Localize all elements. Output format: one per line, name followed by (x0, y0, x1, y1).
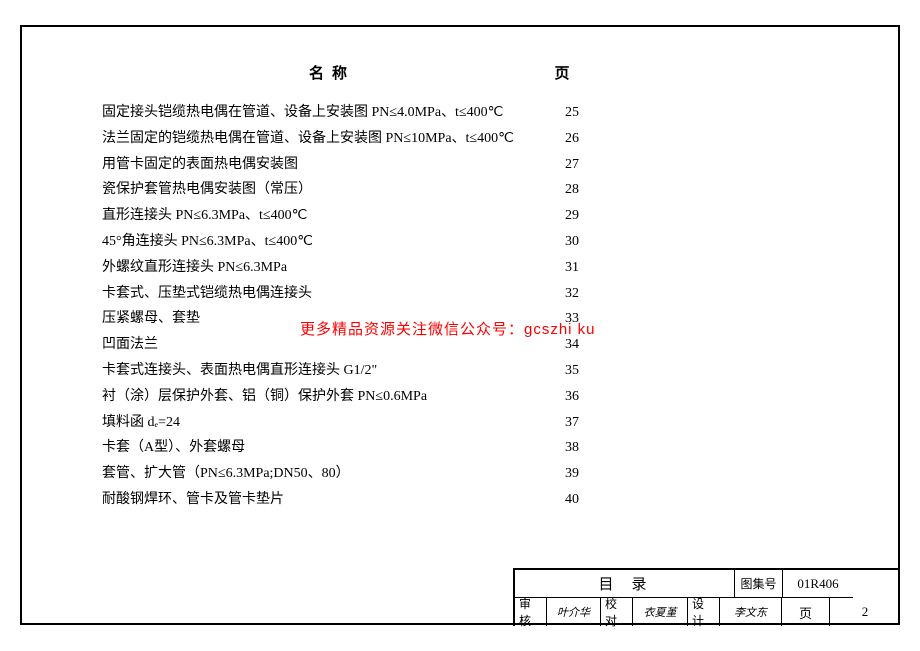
toc-item-page: 37 (522, 411, 622, 435)
toc-item-name: 卡套式连接头、表面热电偶直形连接头 G1/2" (102, 359, 522, 383)
toc-item-page: 36 (522, 385, 622, 409)
toc-item-name: 填料函 dₑ=24 (102, 411, 522, 435)
toc-row: 卡套式、压垫式铠缆热电偶连接头32 (102, 282, 838, 306)
toc-item-name: 衬（涂）层保护外套、铝（铜）保护外套 PN≤0.6MPa (102, 385, 522, 409)
drawing-set-value: 01R406 (783, 570, 853, 598)
toc-row: 耐酸钢焊环、管卡及管卡垫片40 (102, 488, 838, 512)
toc-row: 卡套（A型）、外套螺母38 (102, 436, 838, 460)
check-label: 校对 (601, 598, 633, 626)
page-number: 2 (830, 598, 900, 626)
drawing-title: 目录 (515, 570, 735, 598)
toc-row: 套管、扩大管（PN≤6.3MPa;DN50、80）39 (102, 462, 838, 486)
toc-item-name: 瓷保护套管热电偶安装图（常压） (102, 178, 522, 202)
check-signature: 衣夏堇 (633, 598, 688, 626)
review-label: 审核 (515, 598, 547, 626)
page-label: 页 (782, 598, 830, 626)
toc-item-page: 28 (522, 178, 622, 202)
toc-item-page: 38 (522, 436, 622, 460)
toc-item-page: 30 (522, 230, 622, 254)
toc-row: 外螺纹直形连接头 PN≤6.3MPa31 (102, 256, 838, 280)
title-block-row-1: 目录 图集号 01R406 (515, 570, 900, 598)
toc-item-page: 29 (522, 204, 622, 228)
toc-item-name: 耐酸钢焊环、管卡及管卡垫片 (102, 488, 522, 512)
toc-item-name: 外螺纹直形连接头 PN≤6.3MPa (102, 256, 522, 280)
title-block: 目录 图集号 01R406 审核 叶介华 校对 衣夏堇 设计 李文东 页 2 (513, 568, 900, 626)
toc-item-name: 套管、扩大管（PN≤6.3MPa;DN50、80） (102, 462, 522, 486)
toc-item-page: 31 (522, 256, 622, 280)
toc-row: 卡套式连接头、表面热电偶直形连接头 G1/2"35 (102, 359, 838, 383)
toc-item-page: 40 (522, 488, 622, 512)
design-label: 设计 (688, 598, 720, 626)
toc-item-name: 卡套（A型）、外套螺母 (102, 436, 522, 460)
header-name: 名称 (102, 62, 502, 83)
toc-header: 名称 页 (102, 62, 838, 83)
toc-item-page: 27 (522, 153, 622, 177)
toc-content: 名称 页 固定接头铠缆热电偶在管道、设备上安装图 PN≤4.0MPa、t≤400… (22, 27, 898, 512)
toc-row: 瓷保护套管热电偶安装图（常压）28 (102, 178, 838, 202)
toc-row: 直形连接头 PN≤6.3MPa、t≤400℃29 (102, 204, 838, 228)
toc-row: 填料函 dₑ=2437 (102, 411, 838, 435)
title-block-row-2: 审核 叶介华 校对 衣夏堇 设计 李文东 页 2 (515, 598, 900, 626)
toc-item-page: 32 (522, 282, 622, 306)
toc-item-page: 25 (522, 101, 622, 125)
toc-item-name: 直形连接头 PN≤6.3MPa、t≤400℃ (102, 204, 522, 228)
toc-item-page: 35 (522, 359, 622, 383)
review-signature: 叶介华 (547, 598, 601, 626)
watermark-text: 更多精品资源关注微信公众号：gcszhi ku (300, 318, 596, 339)
header-page: 页 (502, 62, 622, 83)
toc-item-name: 45°角连接头 PN≤6.3MPa、t≤400℃ (102, 230, 522, 254)
toc-row: 用管卡固定的表面热电偶安装图27 (102, 153, 838, 177)
toc-row: 法兰固定的铠缆热电偶在管道、设备上安装图 PN≤10MPa、t≤400℃26 (102, 127, 838, 151)
toc-item-page: 39 (522, 462, 622, 486)
toc-list: 固定接头铠缆热电偶在管道、设备上安装图 PN≤4.0MPa、t≤400℃25法兰… (102, 101, 838, 512)
toc-item-name: 法兰固定的铠缆热电偶在管道、设备上安装图 PN≤10MPa、t≤400℃ (102, 127, 522, 151)
toc-row: 衬（涂）层保护外套、铝（铜）保护外套 PN≤0.6MPa36 (102, 385, 838, 409)
toc-row: 45°角连接头 PN≤6.3MPa、t≤400℃30 (102, 230, 838, 254)
toc-item-name: 卡套式、压垫式铠缆热电偶连接头 (102, 282, 522, 306)
toc-item-page: 26 (522, 127, 622, 151)
drawing-set-label: 图集号 (735, 570, 783, 598)
toc-row: 固定接头铠缆热电偶在管道、设备上安装图 PN≤4.0MPa、t≤400℃25 (102, 101, 838, 125)
design-signature: 李文东 (720, 598, 782, 626)
toc-item-name: 固定接头铠缆热电偶在管道、设备上安装图 PN≤4.0MPa、t≤400℃ (102, 101, 522, 125)
toc-item-name: 用管卡固定的表面热电偶安装图 (102, 153, 522, 177)
